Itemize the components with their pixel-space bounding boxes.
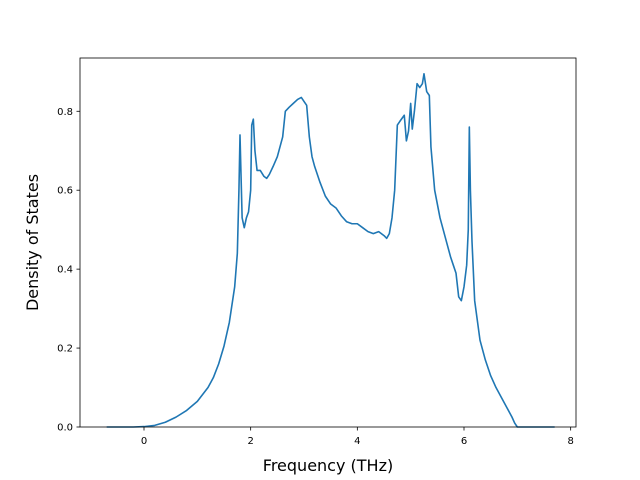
x-tick-label: 0 (141, 436, 147, 447)
x-tick-label: 2 (247, 436, 253, 447)
plot-frame (79, 57, 577, 428)
plot-area (80, 58, 576, 427)
x-tick-label: 6 (461, 436, 467, 447)
y-axis-ticks: 0.0 0.2 0.4 0.6 0.8 (57, 107, 80, 434)
y-tick-label: 0.6 (57, 186, 73, 197)
y-tick-label: 0.4 (57, 265, 73, 276)
x-axis-ticks: 0 2 4 6 8 (141, 427, 574, 447)
y-tick-label: 0.0 (57, 423, 73, 434)
x-tick-label: 8 (567, 436, 573, 447)
y-tick-label: 0.8 (57, 107, 73, 118)
x-tick-label: 4 (354, 436, 360, 447)
series-layer (106, 72, 555, 428)
y-axis-label: Density of States (23, 174, 42, 311)
series-line-0 (106, 72, 555, 428)
y-tick-label: 0.2 (57, 344, 73, 355)
x-axis-label: Frequency (THz) (263, 456, 393, 475)
